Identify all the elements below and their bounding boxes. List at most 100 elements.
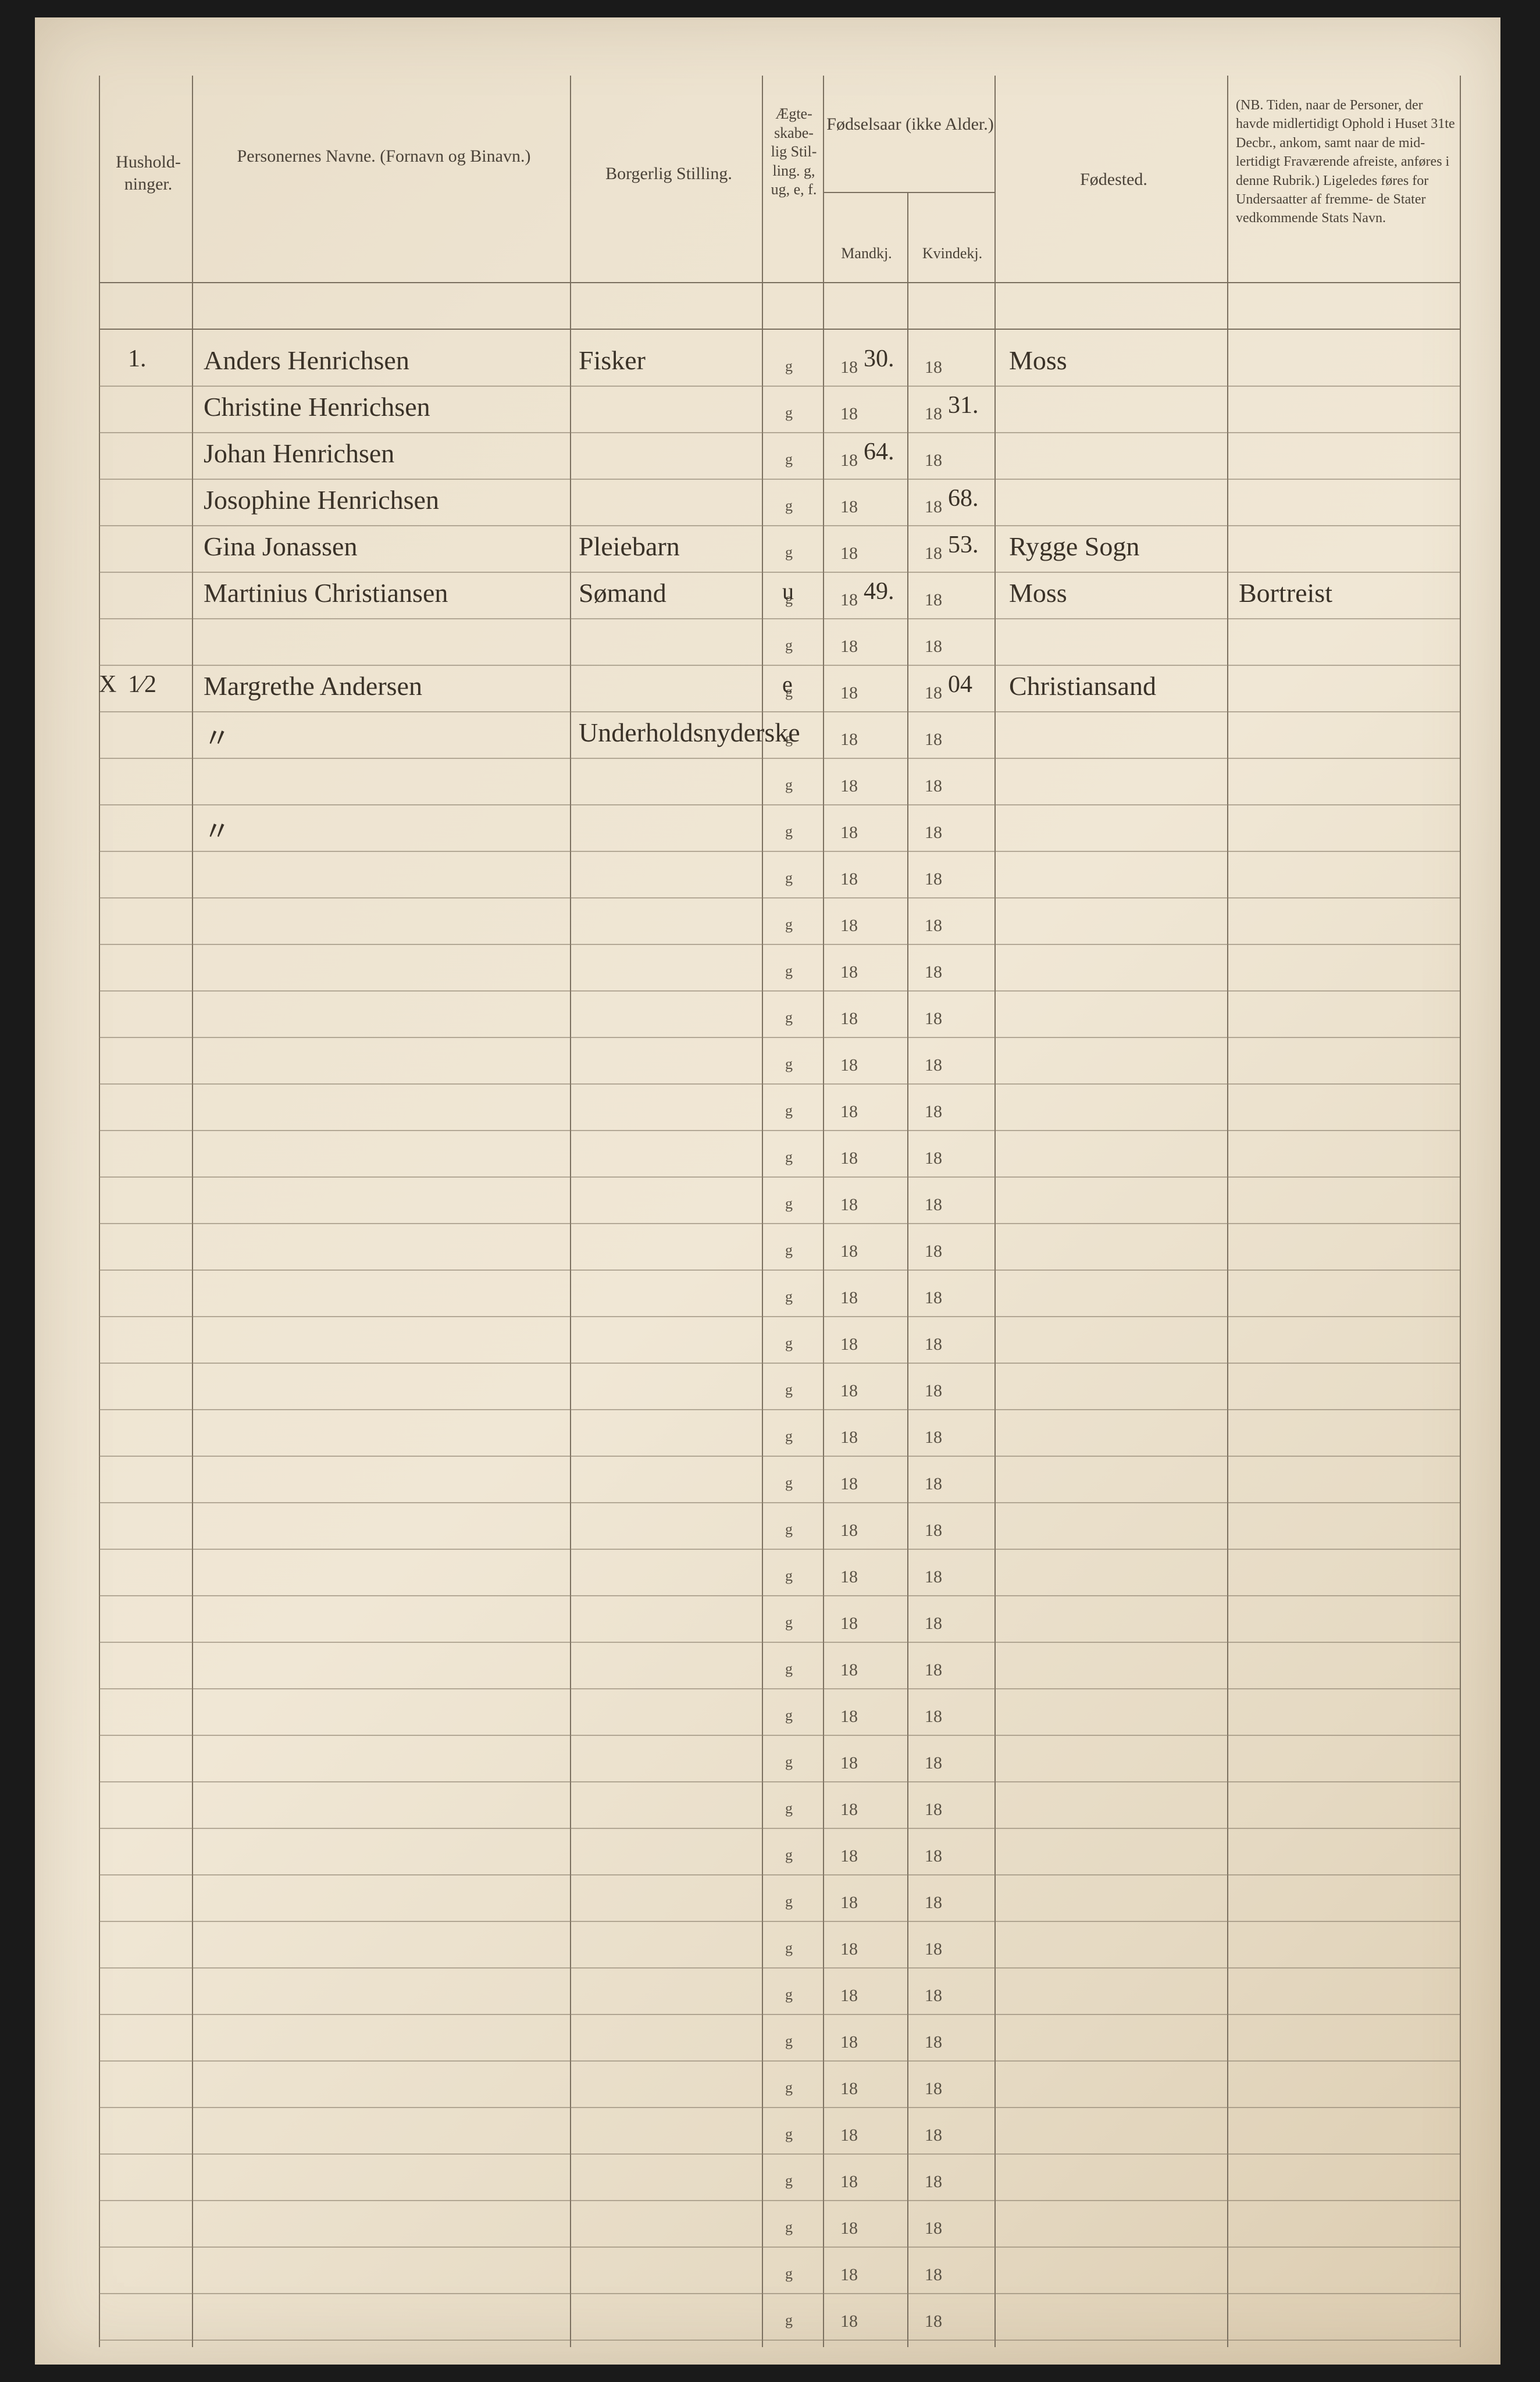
row-rule <box>99 1363 1460 1364</box>
preprinted-cell: 18 <box>840 404 858 424</box>
row-rule <box>99 525 1460 526</box>
row-rule <box>99 1642 1460 1643</box>
stilling-cell: Fisker <box>579 345 646 376</box>
col-header-navne: Personernes Navne. (Fornavn og Binavn.) <box>198 145 570 167</box>
row-rule <box>99 665 1460 666</box>
preprinted-cell: g <box>785 962 793 980</box>
fodested-cell: Rygge Sogn <box>1009 531 1139 562</box>
preprinted-cell: 18 <box>925 1149 942 1168</box>
preprinted-cell: g <box>785 1102 793 1119</box>
preprinted-cell: g <box>785 2219 793 2236</box>
preprinted-cell: g <box>785 2126 793 2143</box>
row-rule <box>99 2200 1460 2201</box>
preprinted-cell: g <box>785 497 793 515</box>
preprinted-cell: 18 <box>925 1195 942 1215</box>
preprinted-cell: g <box>785 1288 793 1306</box>
stilling-cell: Underholdsnyderske <box>579 717 800 748</box>
row-rule <box>99 1735 1460 1736</box>
preprinted-cell: 18 <box>925 1707 942 1727</box>
preprinted-cell: 18 <box>925 2265 942 2285</box>
preprinted-cell: g <box>785 2172 793 2190</box>
mandkj-cell: 49. <box>864 577 894 605</box>
preprinted-cell: 18 <box>840 776 858 796</box>
preprinted-cell: 18 <box>925 1521 942 1541</box>
preprinted-cell: 18 <box>925 404 942 424</box>
vline <box>1460 76 1461 2347</box>
row-rule <box>99 2293 1460 2294</box>
preprinted-cell: 18 <box>925 544 942 564</box>
preprinted-cell: g <box>785 1195 793 1213</box>
col-header-hushold: Hushold- ninger. <box>105 151 192 195</box>
preprinted-cell: g <box>785 1986 793 2003</box>
row-rule <box>99 1874 1460 1875</box>
row-rule <box>99 2060 1460 2062</box>
preprinted-cell: 18 <box>925 823 942 843</box>
preprinted-cell: 18 <box>840 730 858 750</box>
preprinted-cell: 18 <box>840 1335 858 1354</box>
preprinted-cell: 18 <box>925 1800 942 1820</box>
preprinted-cell: 18 <box>925 497 942 517</box>
hushold-cell: 1⁄2 <box>128 671 156 698</box>
preprinted-cell: g <box>785 637 793 654</box>
preprinted-cell: 18 <box>840 451 858 470</box>
vline <box>1227 76 1228 2347</box>
fodested-cell: Moss <box>1009 577 1067 608</box>
row-rule <box>99 479 1460 480</box>
row-rule <box>99 1549 1460 1550</box>
row-rule <box>99 1037 1460 1038</box>
preprinted-cell: 18 <box>840 1660 858 1680</box>
hushold-cell: 1. <box>128 345 147 373</box>
preprinted-cell: 18 <box>925 1381 942 1401</box>
row-rule <box>99 1130 1460 1131</box>
preprinted-cell: g <box>785 776 793 794</box>
preprinted-cell: g <box>785 451 793 468</box>
preprinted-cell: g <box>785 544 793 561</box>
preprinted-cell: 18 <box>840 1567 858 1587</box>
preprinted-cell: 18 <box>840 544 858 564</box>
row-rule <box>99 1316 1460 1317</box>
stilling-cell: Pleiebarn <box>579 531 680 562</box>
preprinted-cell: 18 <box>925 962 942 982</box>
preprinted-cell: 18 <box>840 2265 858 2285</box>
vline <box>570 76 571 2347</box>
preprinted-cell: g <box>785 823 793 840</box>
preprinted-cell: 18 <box>840 1195 858 1215</box>
preprinted-cell: g <box>785 2032 793 2050</box>
row-rule <box>99 711 1460 712</box>
preprinted-cell: 18 <box>840 2079 858 2099</box>
row-rule <box>99 2107 1460 2108</box>
preprinted-cell: g <box>785 1567 793 1585</box>
aegte-cell: u <box>782 577 794 605</box>
col-header-fodested: Fødested. <box>1000 169 1227 191</box>
preprinted-cell: 18 <box>840 1242 858 1261</box>
preprinted-cell: 18 <box>925 1428 942 1447</box>
preprinted-cell: 18 <box>840 590 858 610</box>
preprinted-cell: 18 <box>840 823 858 843</box>
preprinted-cell: 18 <box>925 776 942 796</box>
preprinted-cell: 18 <box>840 1428 858 1447</box>
preprinted-cell: 18 <box>840 1381 858 1401</box>
preprinted-cell: g <box>785 1009 793 1026</box>
preprinted-cell: 18 <box>925 590 942 610</box>
row-rule <box>99 897 1460 898</box>
preprinted-cell: 18 <box>840 2219 858 2238</box>
preprinted-cell: 18 <box>925 1939 942 1959</box>
navn-cell: Martinius Christiansen <box>204 577 448 608</box>
preprinted-cell: 18 <box>840 683 858 703</box>
preprinted-cell: 18 <box>840 1846 858 1866</box>
col-header-kvindekj: Kvindekj. <box>910 244 994 263</box>
preprinted-cell: g <box>785 1056 793 1073</box>
vline <box>994 76 996 2347</box>
row-rule <box>99 990 1460 992</box>
navn-cell: 〃 <box>204 810 230 848</box>
preprinted-cell: 18 <box>925 451 942 470</box>
preprinted-cell: g <box>785 1521 793 1538</box>
preprinted-cell: 18 <box>840 1800 858 1820</box>
preprinted-cell: 18 <box>840 1056 858 1075</box>
fodested-cell: Christiansand <box>1009 671 1156 701</box>
row-rule <box>99 804 1460 805</box>
mandkj-cell: 64. <box>864 438 894 466</box>
preprinted-cell: 18 <box>925 683 942 703</box>
vline <box>823 76 824 2347</box>
navn-cell: Margrethe Andersen <box>204 671 422 701</box>
